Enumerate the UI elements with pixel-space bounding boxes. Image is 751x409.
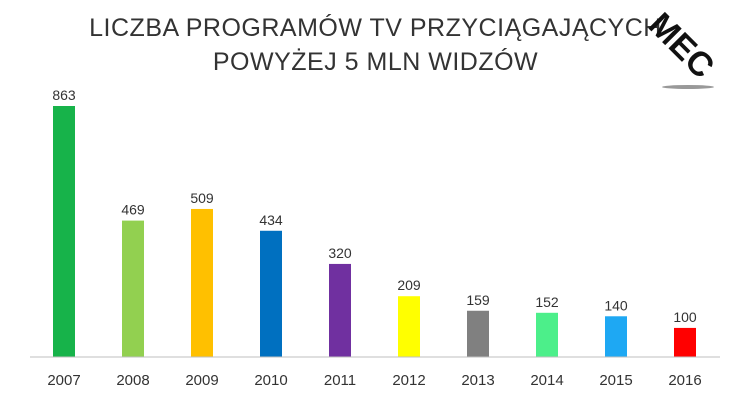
bar-2012	[398, 296, 420, 357]
bar-2008	[122, 220, 144, 357]
logo-shadow	[662, 85, 714, 89]
bar-2009	[191, 208, 213, 357]
mec-logo: MEC	[641, 6, 721, 86]
x-tick-label-2009: 2009	[185, 372, 218, 389]
chart-title-line-1: LICZBA PROGRAMÓW TV PRZYCIĄGAJĄCYCH	[89, 14, 662, 42]
data-label-2010: 434	[259, 212, 283, 228]
bar-2007	[53, 106, 75, 357]
x-tick-label-2010: 2010	[254, 372, 287, 389]
data-label-2007: 863	[52, 87, 76, 103]
data-label-2013: 159	[466, 292, 490, 308]
data-label-2015: 140	[604, 297, 628, 313]
data-label-2012: 209	[397, 277, 421, 293]
data-label-2008: 469	[121, 202, 145, 218]
x-tick-label-2008: 2008	[116, 372, 149, 389]
x-tick-label-2016: 2016	[668, 372, 701, 389]
x-tick-label-2012: 2012	[392, 372, 425, 389]
bar-2016	[674, 327, 696, 357]
data-label-2014: 152	[535, 294, 559, 310]
mec-logo-text: MEC	[641, 6, 721, 86]
bar-2011	[329, 263, 351, 357]
chart-title-line-2: POWYŻEJ 5 MLN WIDZÓW	[212, 48, 539, 76]
x-tick-label-2011: 2011	[324, 372, 356, 389]
data-label-2009: 509	[190, 190, 214, 206]
bar-2013	[467, 310, 489, 357]
x-tick-label-2007: 2007	[47, 372, 80, 389]
bar-2014	[536, 312, 558, 357]
x-tick-label-2013: 2013	[461, 372, 494, 389]
bar-2015	[605, 316, 627, 357]
data-label-2011: 320	[328, 245, 352, 261]
x-tick-label-2015: 2015	[599, 372, 632, 389]
bar-2010	[260, 230, 282, 357]
x-tick-label-2014: 2014	[530, 372, 563, 389]
data-label-2016: 100	[673, 309, 697, 325]
